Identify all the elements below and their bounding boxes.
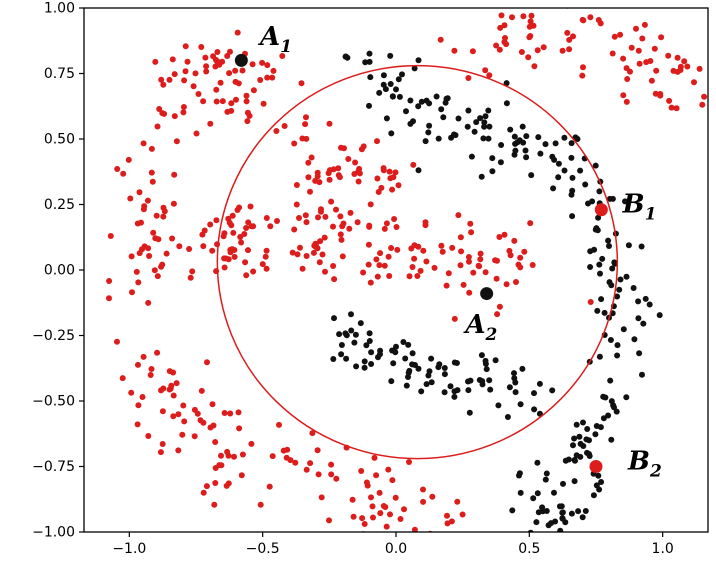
x-tick-label: −0.5 [246,541,280,557]
annotation-A1-label: A1 [257,22,292,57]
y-tick-label: 0.25 [44,197,75,213]
decision-boundary-circle [216,64,619,460]
scatter-points-class-red [106,8,708,532]
y-tick-label: −0.75 [32,459,75,475]
y-tick-label: −0.25 [32,328,75,344]
x-tick-label: −1.0 [112,541,146,557]
y-tick-label: 0.75 [44,66,75,82]
y-tick-label: −0.50 [32,394,75,410]
y-tick-label: 0.00 [44,263,75,279]
annotation-B2-label: B2 [627,446,662,481]
annotation-B1-dot [594,203,608,217]
annotation-B1-label: B1 [622,190,657,225]
annotation-B2-dot [589,460,603,473]
x-tick-label: 0.5 [518,541,540,557]
plot-area [84,8,708,532]
x-tick-label: 1.0 [652,541,674,557]
y-tick-label: 1.00 [44,1,75,17]
annotation-A2-dot [480,287,494,301]
y-tick-label: −1.00 [32,525,75,541]
y-tick-label: 0.50 [44,132,75,148]
x-tick-label: 0.0 [385,541,407,557]
annotation-A2-label: A2 [462,310,497,345]
annotation-A1-dot [234,53,248,67]
